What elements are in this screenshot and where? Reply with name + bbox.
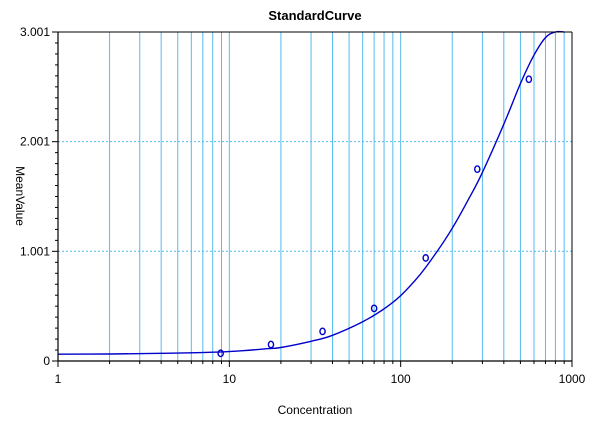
chart-title: StandardCurve [268, 8, 361, 23]
data-point [525, 75, 533, 84]
x-tick-label: 1000 [559, 372, 586, 386]
fitted-curve [57, 30, 565, 355]
x-axis-label: Concentration [278, 403, 353, 417]
data-point [422, 254, 430, 262]
x-tick-label: 100 [391, 372, 411, 386]
y-tick-label: 3.001 [20, 25, 50, 39]
y-axis-label: MeanValue [13, 166, 27, 226]
y-tick-label: 0 [43, 354, 50, 368]
data-point [217, 349, 224, 358]
x-tick-label: 10 [223, 372, 237, 386]
data-point [319, 327, 326, 336]
x-tick-label: 1 [55, 372, 62, 386]
y-tick-label: 2.001 [20, 135, 50, 149]
tick-labels: 1 10 100 1000 0 1.001 2.001 3.001 [20, 25, 586, 386]
data-point [370, 304, 378, 313]
data-points [217, 75, 533, 358]
data-point [473, 165, 481, 174]
standard-curve-line [57, 30, 565, 355]
grid-lines [58, 32, 572, 361]
axes [52, 31, 573, 367]
y-tick-label: 1.001 [20, 244, 50, 258]
data-point [267, 340, 275, 349]
